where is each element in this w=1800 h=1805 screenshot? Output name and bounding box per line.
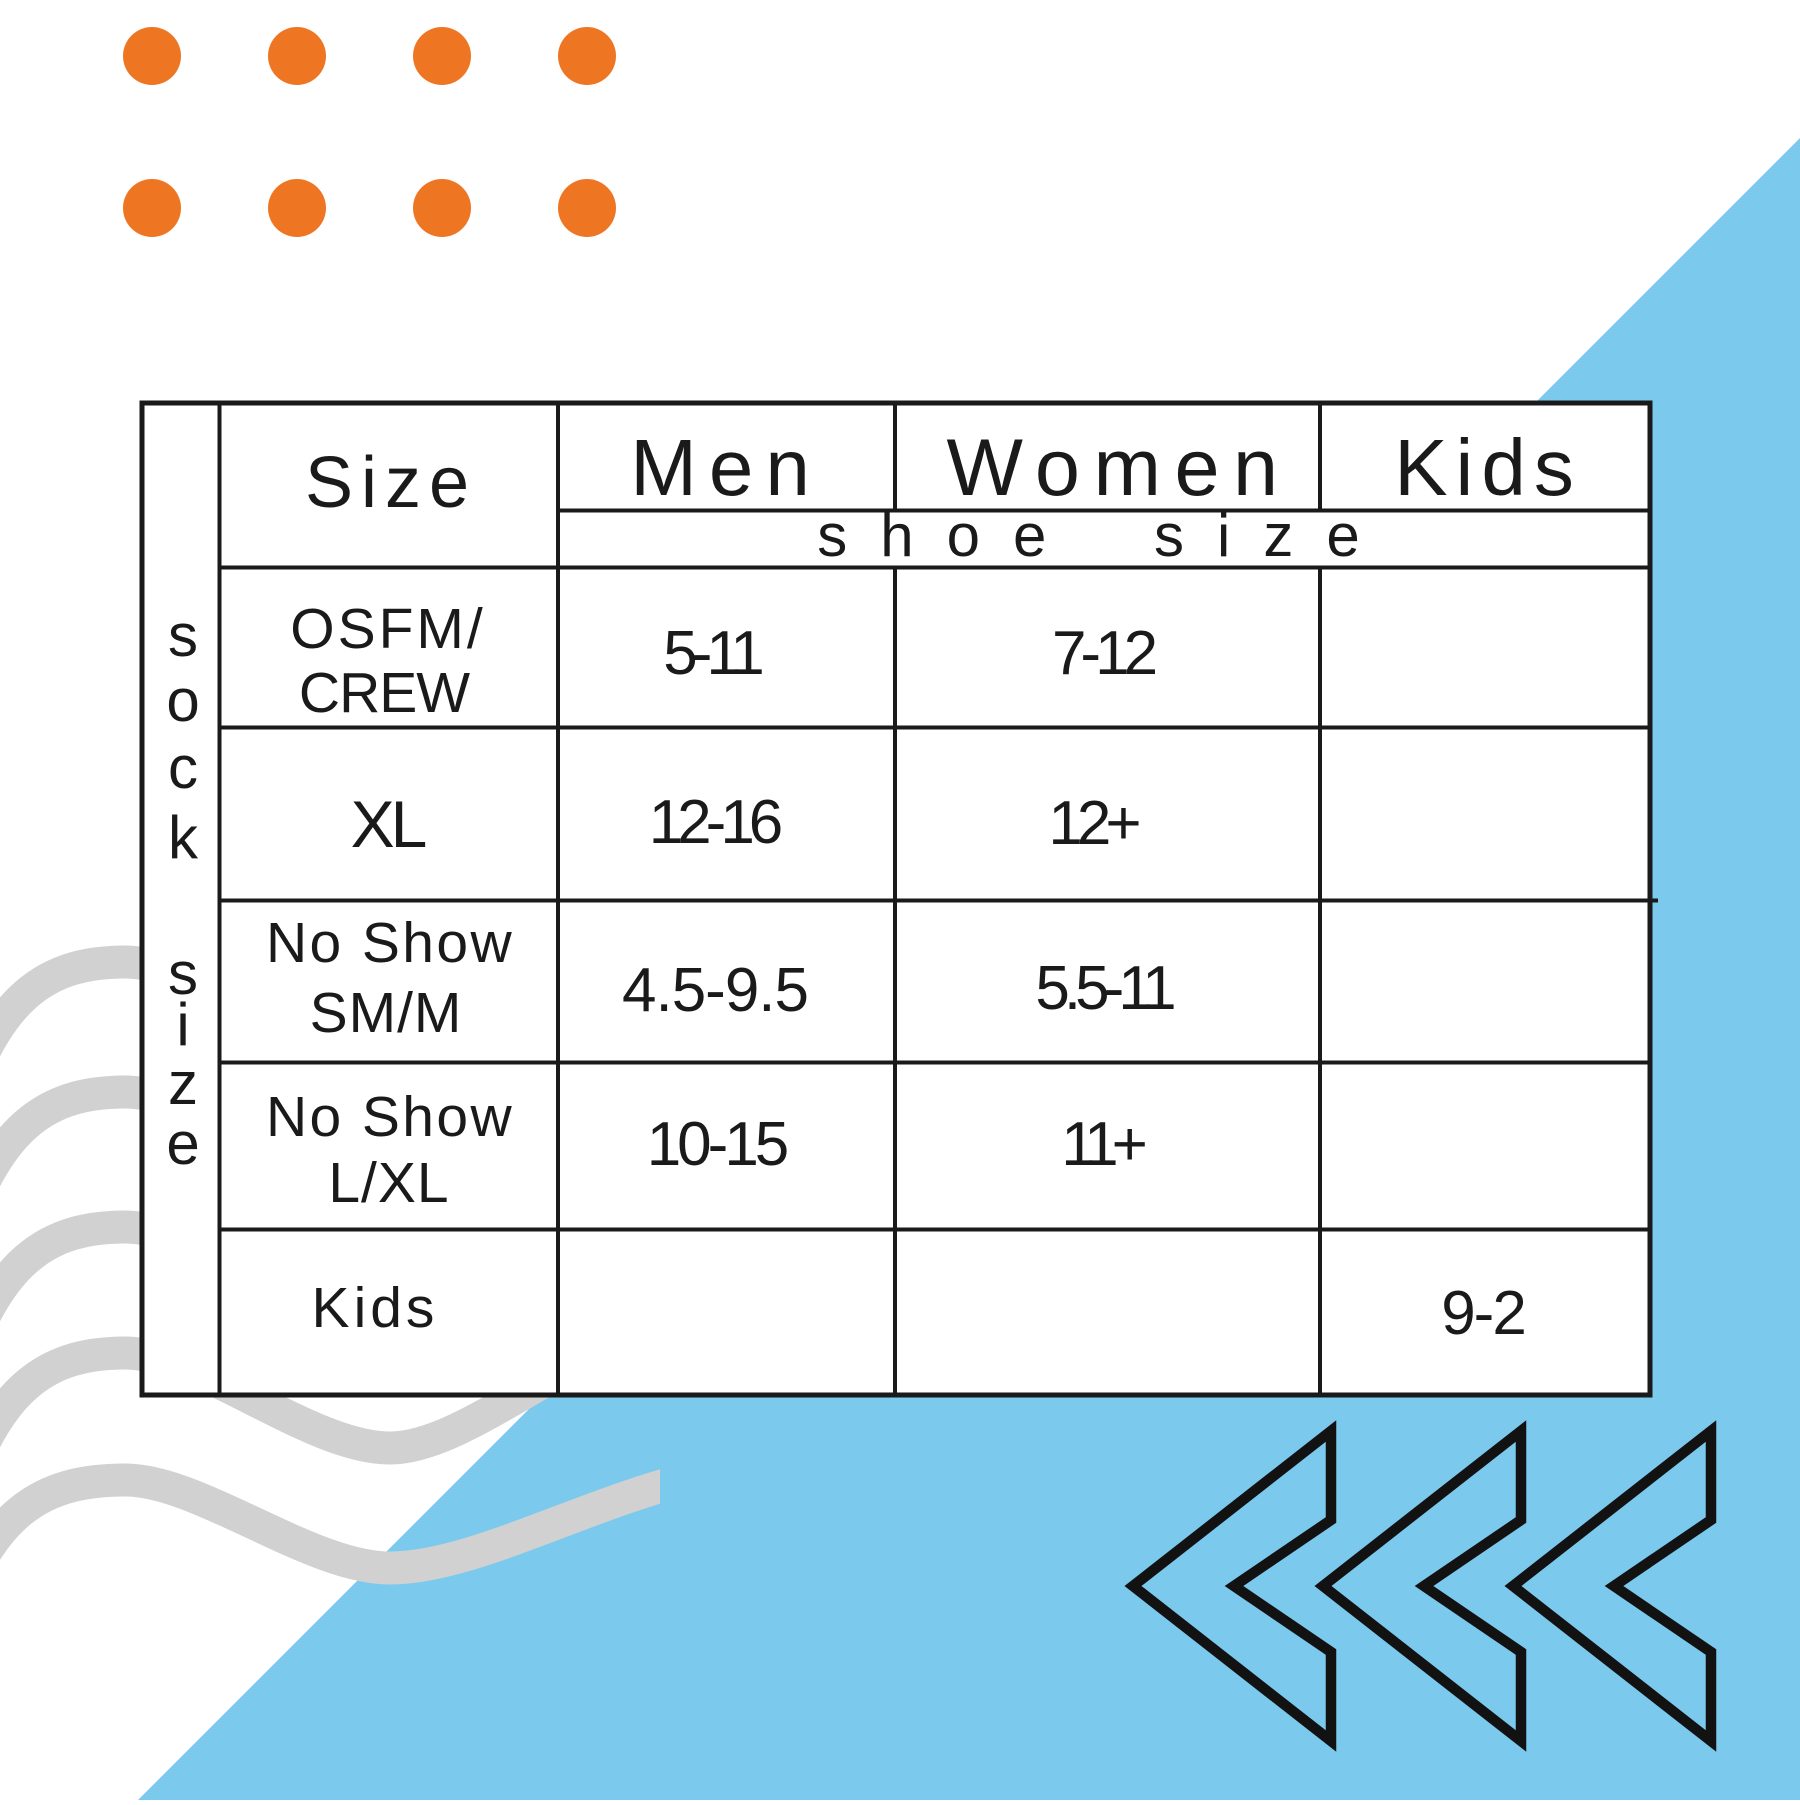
svg-text:o: o	[166, 667, 199, 734]
svg-text:Men: Men	[630, 423, 822, 512]
svg-text:5.5-11: 5.5-11	[1035, 954, 1174, 1023]
svg-text:XL: XL	[351, 787, 426, 861]
svg-text:Women: Women	[946, 423, 1291, 513]
svg-text:Size: Size	[305, 443, 477, 523]
svg-text:11+: 11+	[1061, 1110, 1145, 1179]
svg-text:e: e	[166, 1110, 199, 1177]
svg-text:c: c	[168, 734, 198, 801]
svg-text:z: z	[168, 1050, 198, 1117]
svg-text:No Show: No Show	[266, 1085, 514, 1149]
svg-text:Kids: Kids	[1394, 423, 1582, 512]
svg-text:No Show: No Show	[266, 911, 514, 975]
svg-text:SM/M: SM/M	[310, 981, 463, 1045]
svg-text:Kids: Kids	[312, 1276, 439, 1340]
svg-text:k: k	[168, 804, 199, 871]
svg-text:s: s	[168, 602, 198, 669]
svg-text:shoe size: shoe size	[817, 502, 1392, 569]
svg-text:7-12: 7-12	[1052, 619, 1156, 688]
svg-text:9-2: 9-2	[1441, 1279, 1525, 1348]
svg-text:CREW: CREW	[299, 661, 470, 725]
svg-text:L/XL: L/XL	[328, 1151, 449, 1215]
svg-text:4.5-9.5: 4.5-9.5	[622, 956, 808, 1025]
svg-text:s: s	[168, 940, 198, 1007]
svg-text:5-11: 5-11	[663, 619, 762, 688]
svg-text:10-15: 10-15	[647, 1110, 787, 1179]
svg-text:12+: 12+	[1048, 789, 1139, 858]
svg-text:i: i	[176, 991, 189, 1058]
svg-text:OSFM/: OSFM/	[290, 597, 486, 661]
svg-text:12-16: 12-16	[649, 788, 781, 857]
